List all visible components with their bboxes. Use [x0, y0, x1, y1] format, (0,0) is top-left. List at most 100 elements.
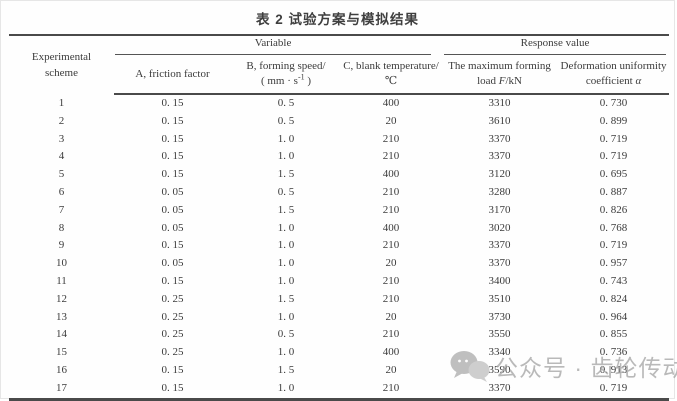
- results-table-wrap: Experimental scheme Variable Response va…: [9, 34, 670, 401]
- cell-max-forming-load: 3510: [488, 292, 511, 305]
- cell-blank-temperature: 210: [382, 328, 400, 341]
- col-header-max-forming-load: The maximum forming load F/kN: [441, 55, 559, 95]
- cell-scheme: 7: [58, 203, 65, 216]
- cell-blank-temperature: 400: [382, 221, 400, 234]
- cell-scheme: 2: [58, 114, 65, 127]
- cell-scheme: 14: [56, 328, 67, 341]
- cell-friction-factor: 0. 25: [161, 292, 184, 305]
- cell-forming-speed: 0. 5: [277, 328, 295, 341]
- cell-scheme: 17: [56, 381, 67, 394]
- cell-max-forming-load: 3170: [488, 203, 511, 216]
- cell-blank-temperature: 20: [385, 257, 397, 270]
- cell-uniformity-coefficient: 0. 913: [599, 363, 628, 376]
- table-row: 12 0. 25 1. 5 210 3510 0. 824: [9, 291, 669, 309]
- max-load-line1: The maximum forming: [448, 60, 551, 72]
- table-row: 7 0. 05 1. 5 210 3170 0. 826: [9, 202, 669, 220]
- cell-forming-speed: 0. 5: [277, 185, 295, 198]
- cell-uniformity-coefficient: 0. 719: [599, 239, 628, 252]
- table-row: 14 0. 25 0. 5 210 3550 0. 855: [9, 326, 669, 344]
- cell-uniformity-coefficient: 0. 736: [599, 346, 628, 359]
- sub-header-row: A, friction factor B, forming speed/ ( m…: [9, 55, 670, 95]
- cell-forming-speed: 1. 5: [277, 168, 295, 181]
- cell-friction-factor: 0. 15: [161, 381, 184, 394]
- table-row: 13 0. 25 1. 0 20 3730 0. 964: [9, 309, 669, 327]
- table-header: Experimental scheme Variable Response va…: [9, 35, 670, 95]
- scheme-line1: Experimental: [31, 51, 92, 63]
- cell-uniformity-coefficient: 0. 964: [599, 310, 628, 323]
- cell-friction-factor: 0. 05: [161, 257, 184, 270]
- cell-blank-temperature: 400: [382, 97, 400, 109]
- table-row: 9 0. 15 1. 0 210 3370 0. 719: [9, 237, 669, 255]
- cell-max-forming-load: 3370: [488, 381, 511, 394]
- cell-uniformity-coefficient: 0. 743: [599, 274, 628, 287]
- table-row: 8 0. 05 1. 0 400 3020 0. 768: [9, 220, 669, 238]
- table-row: 15 0. 25 1. 0 400 3340 0. 736: [9, 344, 669, 362]
- cell-blank-temperature: 210: [382, 239, 400, 252]
- cell-friction-factor: 0. 05: [161, 185, 184, 198]
- variable-group-label: Variable: [115, 36, 432, 55]
- cell-scheme: 16: [56, 363, 67, 376]
- col-header-blank-temperature: C, blank temperature/ ℃: [341, 55, 442, 95]
- cell-forming-speed: 1. 5: [277, 363, 295, 376]
- cell-blank-temperature: 20: [385, 310, 397, 323]
- cell-scheme: 8: [58, 221, 65, 234]
- cell-blank-temperature: 210: [382, 203, 400, 216]
- cell-blank-temperature: 210: [382, 185, 400, 198]
- cell-scheme: 3: [58, 132, 65, 145]
- cell-friction-factor: 0. 05: [161, 221, 184, 234]
- cell-forming-speed: 1. 0: [277, 239, 295, 252]
- cell-forming-speed: 1. 0: [277, 150, 295, 163]
- cell-forming-speed: 0. 5: [277, 114, 295, 127]
- cell-friction-factor: 0. 15: [161, 114, 184, 127]
- cell-scheme: 5: [58, 168, 65, 181]
- cell-blank-temperature: 210: [382, 274, 400, 287]
- cell-blank-temperature: 400: [382, 168, 400, 181]
- response-group-label: Response value: [444, 36, 667, 55]
- cell-scheme: 4: [58, 150, 65, 163]
- cell-friction-factor: 0. 15: [161, 97, 184, 109]
- cell-friction-factor: 0. 15: [161, 150, 184, 163]
- cell-blank-temperature: 400: [382, 346, 400, 359]
- uniformity-line1: Deformation uniformity: [560, 60, 667, 72]
- cell-scheme: 1: [58, 96, 65, 109]
- cell-uniformity-coefficient: 0. 730: [599, 97, 628, 109]
- cell-uniformity-coefficient: 0. 855: [599, 328, 628, 341]
- cell-forming-speed: 1. 0: [277, 346, 295, 359]
- cell-uniformity-coefficient: 0. 899: [599, 114, 628, 127]
- col-header-forming-speed: B, forming speed/ ( mm · s-1 ): [231, 55, 341, 95]
- cell-max-forming-load: 3370: [488, 239, 511, 252]
- max-load-line2: load F/kN: [477, 75, 522, 87]
- cell-blank-temperature: 210: [382, 150, 400, 163]
- table-row: 4 0. 15 1. 0 210 3370 0. 719: [9, 148, 669, 166]
- cell-max-forming-load: 3730: [488, 310, 511, 323]
- cell-uniformity-coefficient: 0. 695: [599, 168, 628, 181]
- table-row: 5 0. 15 1. 5 400 3120 0. 695: [9, 166, 669, 184]
- cell-uniformity-coefficient: 0. 887: [599, 185, 628, 198]
- cell-uniformity-coefficient: 0. 957: [599, 257, 628, 270]
- cell-max-forming-load: 3120: [488, 168, 511, 181]
- table-row: 1 0. 15 0. 5 400 3310 0. 730: [9, 94, 669, 113]
- blank-temp-units: ℃: [384, 75, 398, 87]
- cell-max-forming-load: 3280: [488, 185, 511, 198]
- forming-speed-units: ( mm · s-1 ): [260, 72, 312, 87]
- cell-uniformity-coefficient: 0. 719: [599, 150, 628, 163]
- scheme-line2: scheme: [45, 67, 78, 79]
- col-header-experimental-scheme: Experimental scheme: [9, 35, 114, 94]
- cell-forming-speed: 1. 0: [277, 221, 295, 234]
- forming-speed-line1: B, forming speed/: [246, 60, 326, 72]
- cell-scheme: 9: [58, 239, 65, 252]
- cell-max-forming-load: 3370: [488, 257, 511, 270]
- cell-forming-speed: 1. 0: [277, 132, 295, 145]
- col-header-friction-factor: A, friction factor: [114, 55, 231, 95]
- cell-blank-temperature: 210: [382, 381, 400, 394]
- table-body: 1 0. 15 0. 5 400 3310 0. 730 2 0. 15 0. …: [9, 94, 669, 399]
- group-header-response-value: Response value: [441, 35, 669, 55]
- cell-forming-speed: 1. 0: [277, 274, 295, 287]
- cell-friction-factor: 0. 15: [161, 239, 184, 252]
- cell-blank-temperature: 20: [385, 363, 397, 376]
- cell-max-forming-load: 3400: [488, 274, 511, 287]
- cell-friction-factor: 0. 15: [161, 274, 184, 287]
- cell-max-forming-load: 3020: [488, 221, 511, 234]
- cell-scheme: 6: [58, 185, 65, 198]
